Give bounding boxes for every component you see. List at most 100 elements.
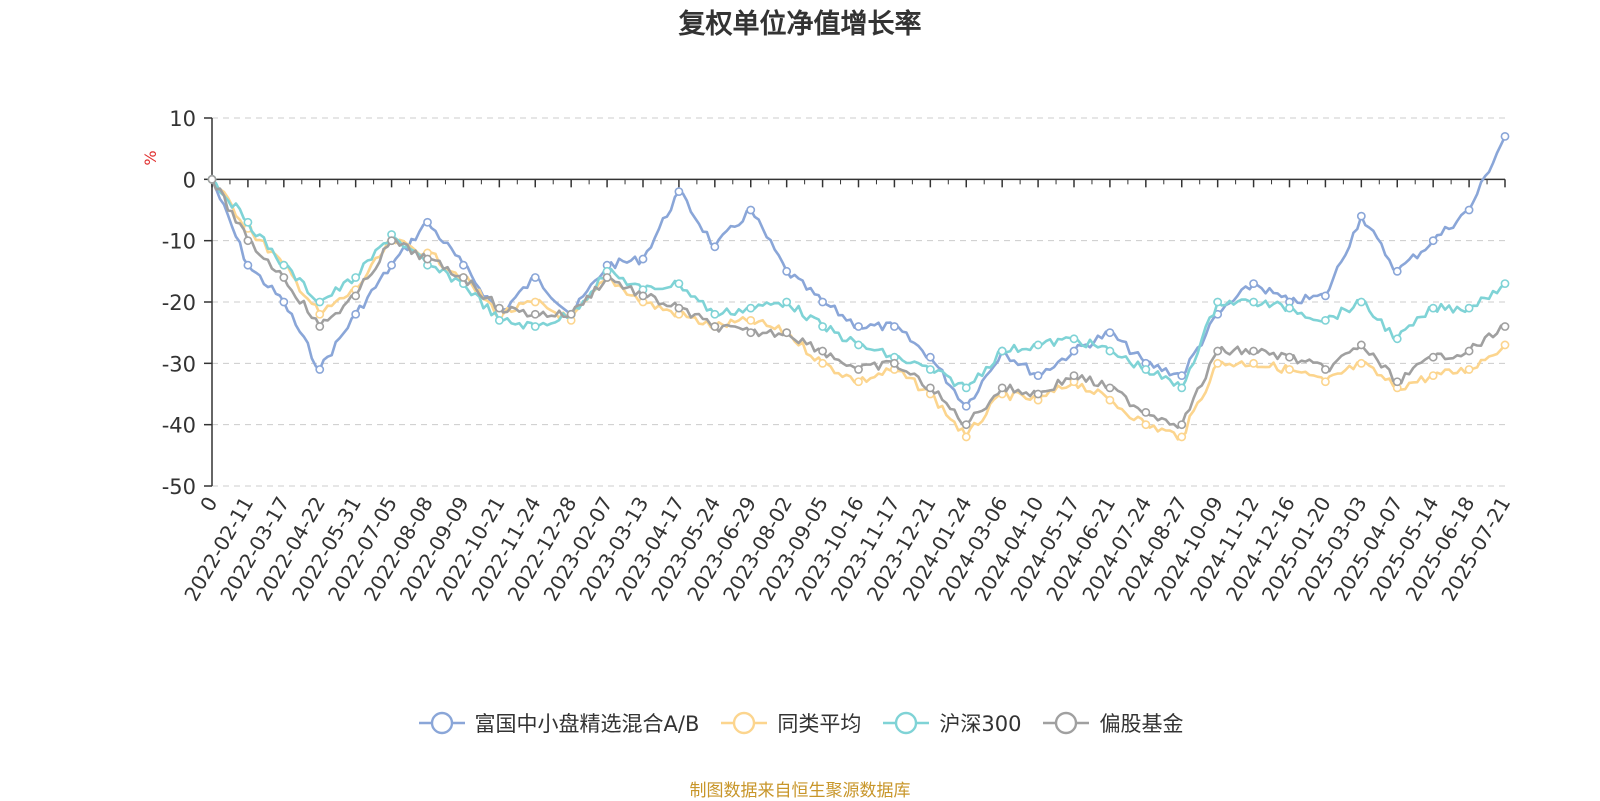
data-point <box>1321 377 1330 387</box>
data-point <box>1500 279 1510 288</box>
legend-item[interactable]: 同类平均 <box>719 708 861 738</box>
legend-label: 富国中小盘精选混合A/B <box>474 712 700 736</box>
data-point <box>1500 340 1510 350</box>
data-point <box>818 358 827 368</box>
y-tick-label: -30 <box>162 352 196 376</box>
data-point <box>494 303 504 313</box>
data-point <box>1428 371 1438 380</box>
series-line <box>210 178 1506 429</box>
series-2 <box>207 174 1510 393</box>
data-point <box>351 273 361 282</box>
data-point <box>925 383 935 393</box>
data-point <box>1177 420 1187 430</box>
data-point <box>315 365 325 374</box>
data-point <box>243 260 253 270</box>
legend-item[interactable]: 富国中小盘精选混合A/B <box>417 708 700 738</box>
data-point <box>1428 236 1438 246</box>
legend-marker-icon <box>883 711 930 735</box>
y-tick-label: -40 <box>162 414 196 438</box>
data-point <box>997 383 1007 393</box>
series-line <box>210 178 1506 441</box>
data-point <box>387 260 396 270</box>
data-point <box>1464 365 1474 374</box>
data-point <box>925 352 935 362</box>
data-point <box>710 322 720 331</box>
data-point <box>710 242 720 252</box>
data-point <box>1177 383 1187 393</box>
data-point <box>1500 322 1510 331</box>
data-point <box>1105 346 1115 356</box>
data-point <box>1356 358 1366 368</box>
data-point <box>279 260 289 270</box>
data-point <box>925 365 935 374</box>
data-point <box>1464 303 1474 313</box>
data-point <box>1069 334 1079 344</box>
data-point <box>1177 432 1187 442</box>
legend-label: 沪深300 <box>939 712 1022 736</box>
y-axis-label: % <box>141 150 160 165</box>
data-point <box>459 260 468 270</box>
data-point <box>315 309 325 319</box>
data-point <box>638 254 648 264</box>
data-point <box>1249 346 1258 356</box>
data-point <box>315 297 325 307</box>
legend-label: 偏股基金 <box>1099 712 1184 736</box>
data-point <box>746 315 756 325</box>
legend-marker-icon <box>418 711 465 735</box>
series-3 <box>207 174 1510 430</box>
data-point <box>1356 211 1366 221</box>
data-point <box>746 303 756 313</box>
legend-item[interactable]: 偏股基金 <box>1041 708 1183 738</box>
data-point <box>854 377 863 387</box>
legend-item[interactable]: 沪深300 <box>881 708 1021 738</box>
data-point <box>530 322 540 331</box>
data-point <box>1428 303 1438 313</box>
data-point <box>1177 371 1187 380</box>
data-point <box>279 273 289 282</box>
data-point <box>602 273 612 282</box>
data-point <box>315 322 325 331</box>
data-point <box>710 309 720 319</box>
legend: 富国中小盘精选混合A/B 同类平均 沪深300 偏股基金 <box>0 708 1600 738</box>
data-point <box>854 322 863 331</box>
data-point <box>1321 291 1330 301</box>
data-point <box>351 291 361 301</box>
data-point <box>243 236 253 246</box>
data-point <box>1464 346 1474 356</box>
data-point <box>1321 365 1330 374</box>
data-point <box>818 297 827 307</box>
y-tick-label: 0 <box>183 168 196 192</box>
data-point <box>818 322 827 331</box>
series-1 <box>207 174 1510 442</box>
data-point <box>1392 266 1402 276</box>
data-point <box>674 303 684 313</box>
data-point <box>1141 407 1151 417</box>
data-point <box>423 254 432 264</box>
data-point <box>1356 297 1366 307</box>
data-point <box>1213 358 1223 368</box>
data-point <box>530 309 540 319</box>
series-lines <box>207 131 1510 442</box>
data-point <box>890 322 899 331</box>
data-point <box>1249 358 1258 368</box>
data-point <box>423 217 432 227</box>
data-point <box>1464 205 1474 215</box>
data-point <box>782 328 792 338</box>
data-point <box>1500 131 1510 141</box>
data-point <box>782 297 792 307</box>
data-point <box>1141 365 1151 374</box>
data-point <box>1285 352 1294 362</box>
data-point <box>1249 297 1258 307</box>
data-point <box>1141 420 1151 430</box>
data-point <box>854 340 863 350</box>
data-point <box>854 365 863 374</box>
legend-marker-icon <box>1043 711 1090 735</box>
line-chart: 100-10-20-30-40-50%02022-02-112022-03-17… <box>141 107 1515 605</box>
data-point <box>459 273 468 282</box>
data-point <box>674 187 684 196</box>
y-tick-label: -10 <box>162 230 196 254</box>
chart-title: 复权单位净值增长率 <box>678 9 922 40</box>
y-tick-label: 10 <box>169 107 196 131</box>
data-point <box>1213 346 1223 356</box>
legend-marker-icon <box>721 711 768 735</box>
